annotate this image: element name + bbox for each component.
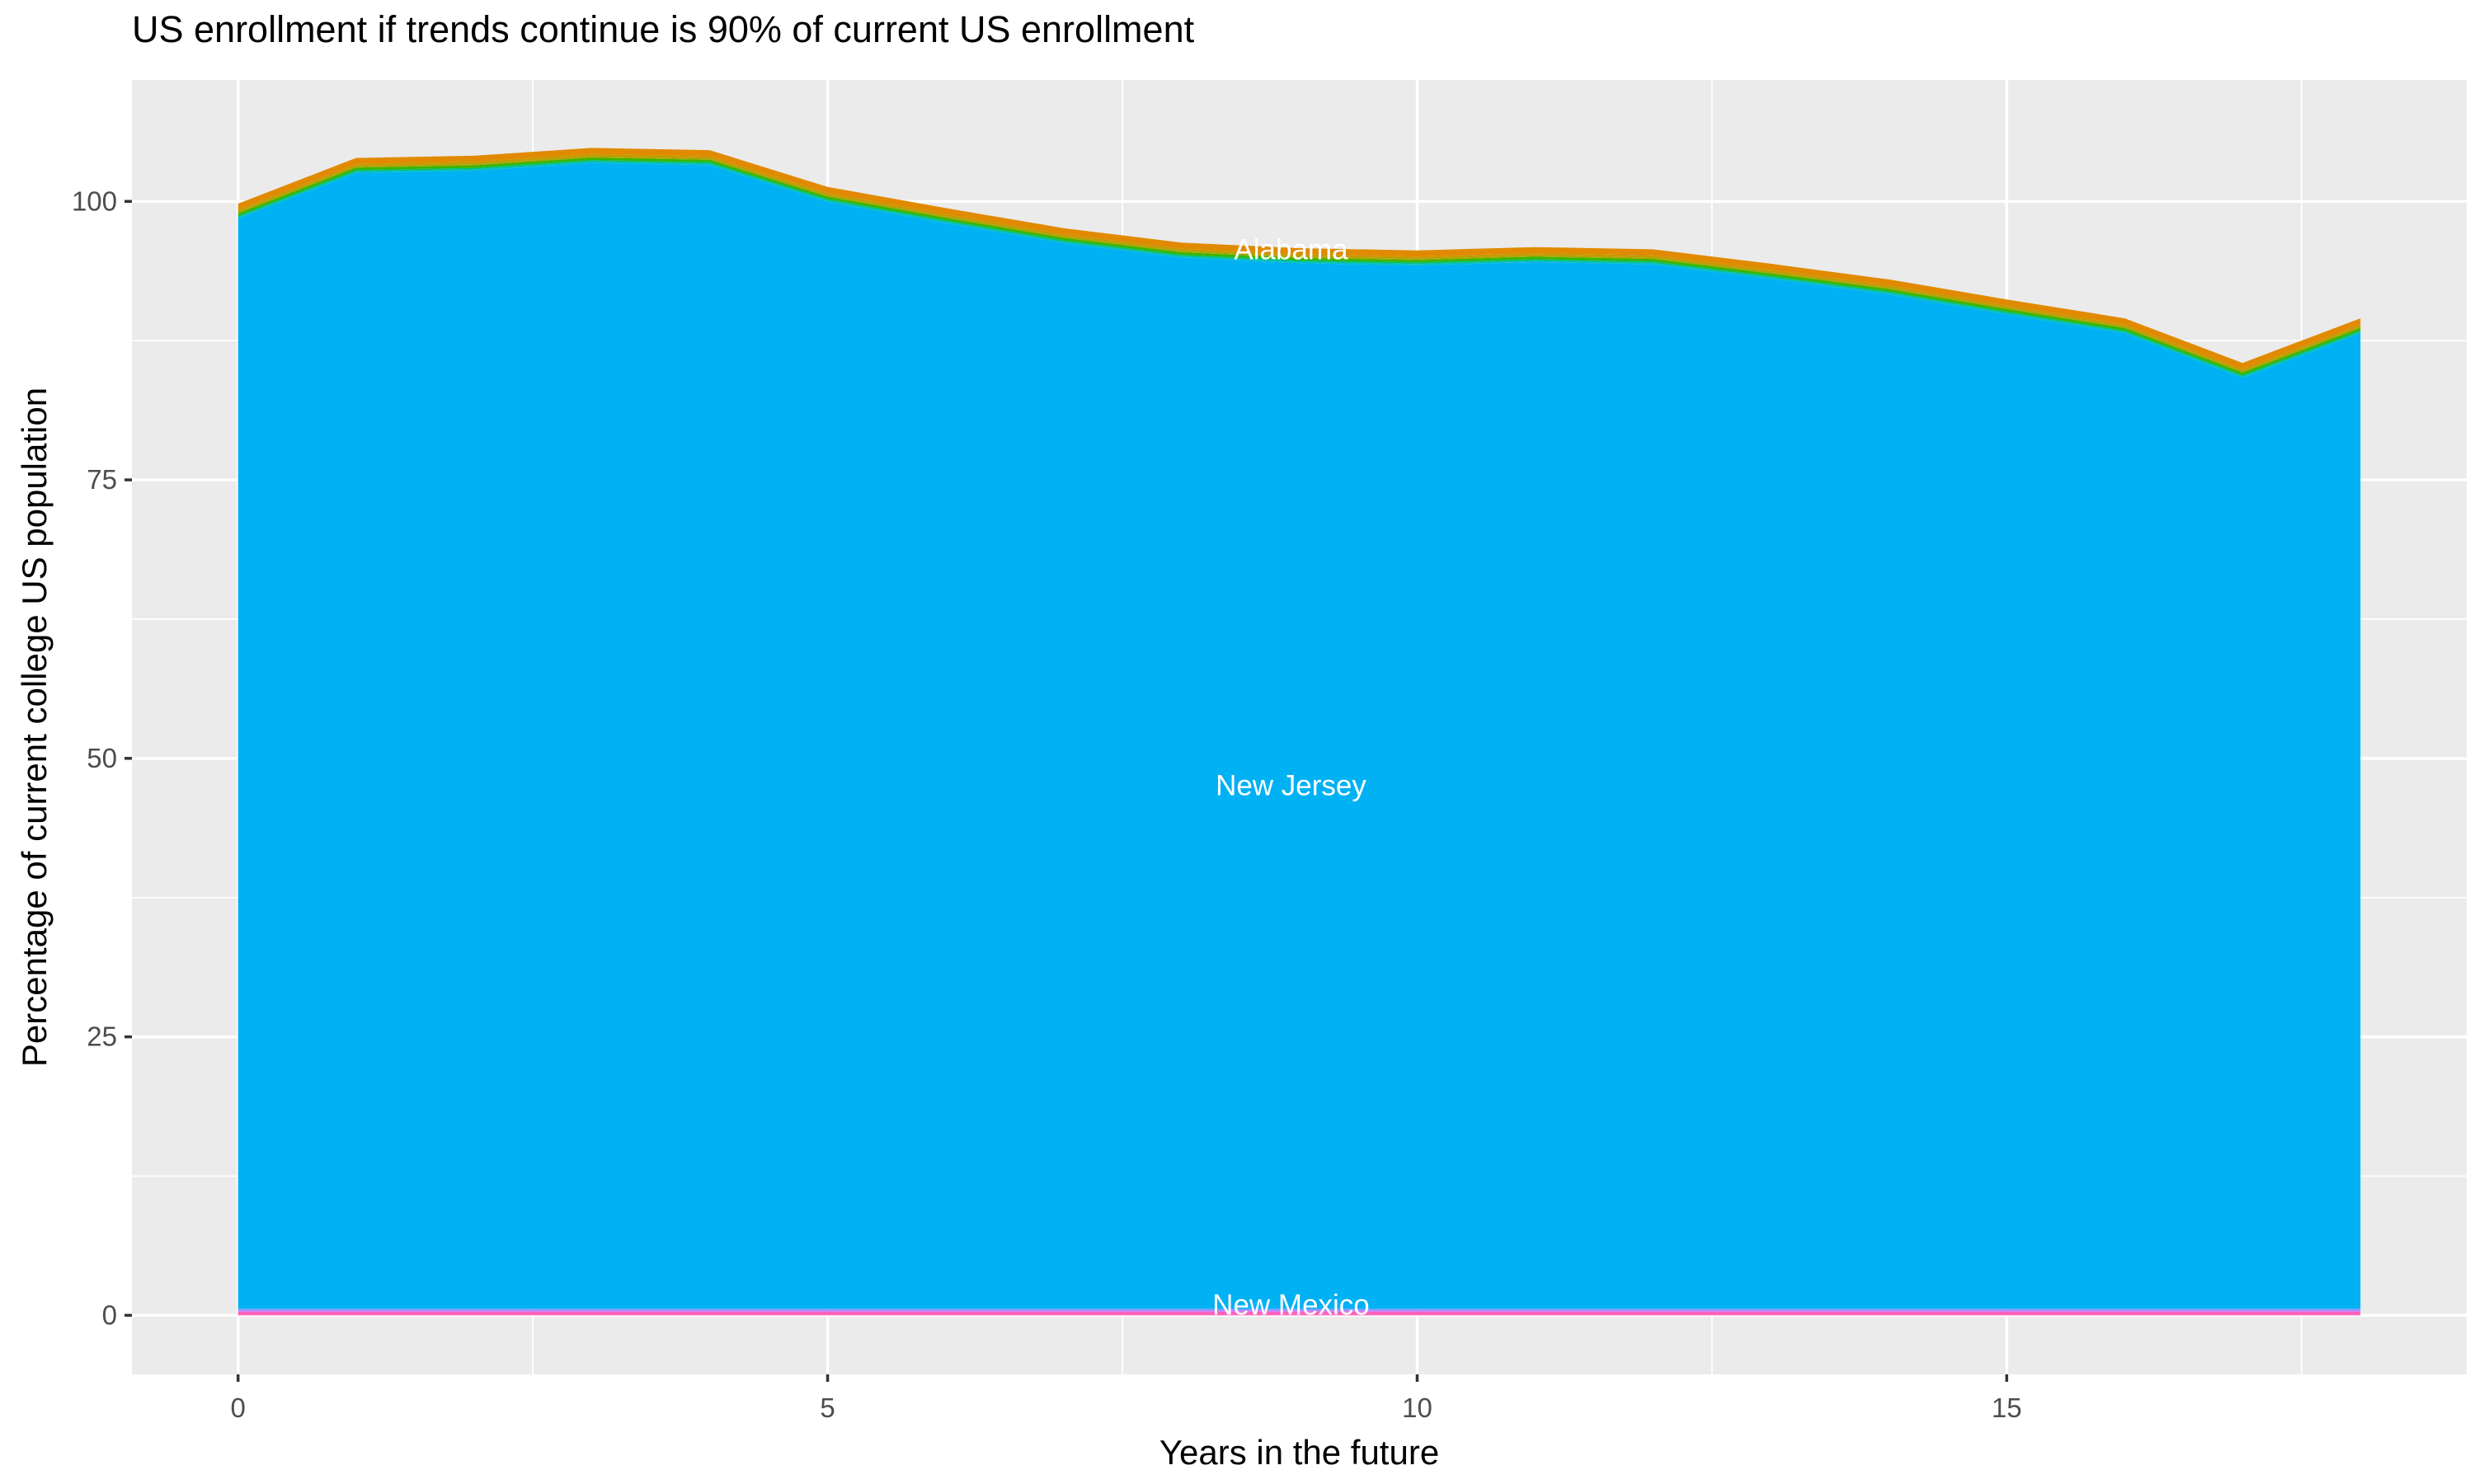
y-tick-label: 100 xyxy=(72,186,117,216)
area-series xyxy=(238,1309,2361,1312)
y-tick-label: 50 xyxy=(87,743,117,773)
x-tick-label: 15 xyxy=(1992,1392,2022,1423)
y-tick-label: 0 xyxy=(102,1299,117,1330)
y-tick-label: 25 xyxy=(87,1021,117,1052)
area-label-new-jersey: New Jersey xyxy=(1216,769,1366,801)
x-axis-title: Years in the future xyxy=(1159,1433,1440,1472)
chart-title: US enrollment if trends continue is 90% … xyxy=(132,8,1195,50)
area-label-new-mexico: New Mexico xyxy=(1212,1289,1370,1322)
x-tick-label: 10 xyxy=(1402,1392,1432,1423)
area-series-new-mexico xyxy=(238,1311,2361,1316)
area-series xyxy=(238,1308,2361,1310)
x-tick-label: 0 xyxy=(231,1392,246,1423)
x-tick-label: 5 xyxy=(820,1392,835,1423)
y-tick-label: 75 xyxy=(87,464,117,495)
area-series-new-jersey xyxy=(238,162,2361,1309)
area-label-alabama: Alabama xyxy=(1234,233,1348,265)
